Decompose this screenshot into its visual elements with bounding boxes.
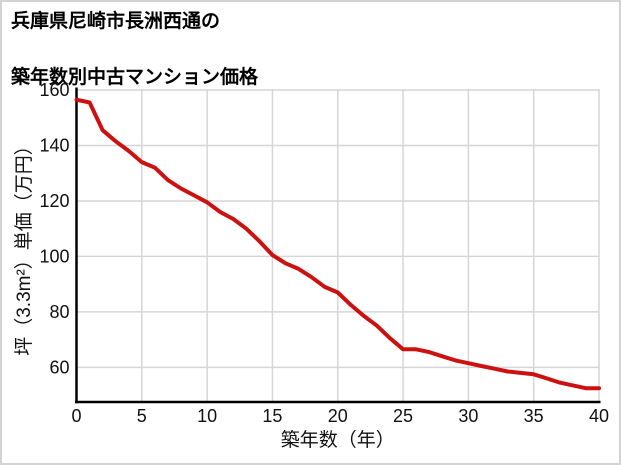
x-tick-label: 10 — [197, 406, 217, 426]
x-tick-label: 20 — [328, 406, 348, 426]
chart-title-line1: 兵庫県尼崎市長洲西通の — [11, 11, 221, 32]
y-axis-label: 坪（3.3m²）単価（万円） — [13, 136, 35, 356]
x-tick-label: 30 — [458, 406, 478, 426]
chart-title-line2: 築年数別中古マンション価格 — [11, 67, 259, 88]
x-tick-label: 25 — [393, 406, 413, 426]
y-tick-label: 80 — [49, 302, 69, 322]
price-line — [74, 97, 601, 391]
x-tick-label: 0 — [71, 406, 81, 426]
y-tick-label: 60 — [49, 357, 69, 377]
y-tick-label: 100 — [39, 246, 69, 266]
x-tick-label: 5 — [137, 406, 147, 426]
y-tick-label: 120 — [39, 191, 69, 211]
x-tick-label: 15 — [262, 406, 282, 426]
x-tick-label: 35 — [524, 406, 544, 426]
y-tick-label: 160 — [39, 80, 69, 100]
y-tick-label: 140 — [39, 135, 69, 155]
chart-title: 兵庫県尼崎市長洲西通の 築年数別中古マンション価格 — [11, 8, 258, 92]
x-tick-label: 40 — [589, 406, 609, 426]
x-axis-label: 築年数（年） — [281, 429, 395, 451]
